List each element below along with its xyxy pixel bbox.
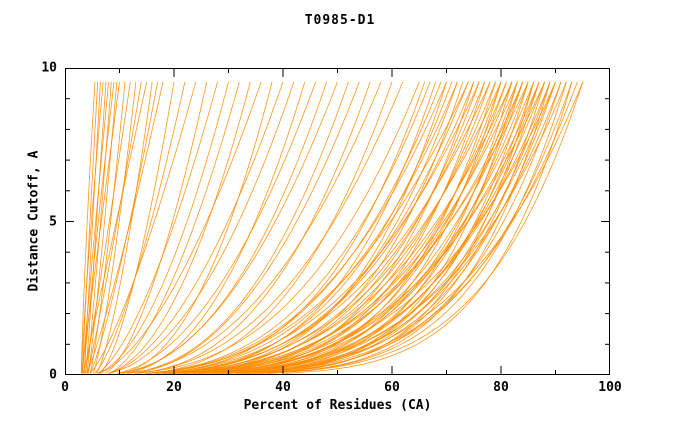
- chart-title: T0985-D1: [304, 13, 376, 28]
- y-tick-label: 10: [41, 60, 57, 76]
- x-tick-label: 20: [166, 380, 182, 395]
- curves-svg: [64, 67, 611, 376]
- plot-canvas: [64, 67, 611, 376]
- x-tick-label: 40: [275, 380, 291, 395]
- y-tick-label: 0: [49, 367, 57, 383]
- x-tick-label: 100: [598, 380, 622, 395]
- x-axis-label: Percent of Residues (CA): [243, 398, 432, 413]
- y-tick-label: 5: [49, 214, 57, 229]
- x-tick-label: 80: [493, 380, 509, 395]
- x-tick-label: 60: [384, 380, 400, 395]
- x-tick-label: 0: [61, 380, 69, 395]
